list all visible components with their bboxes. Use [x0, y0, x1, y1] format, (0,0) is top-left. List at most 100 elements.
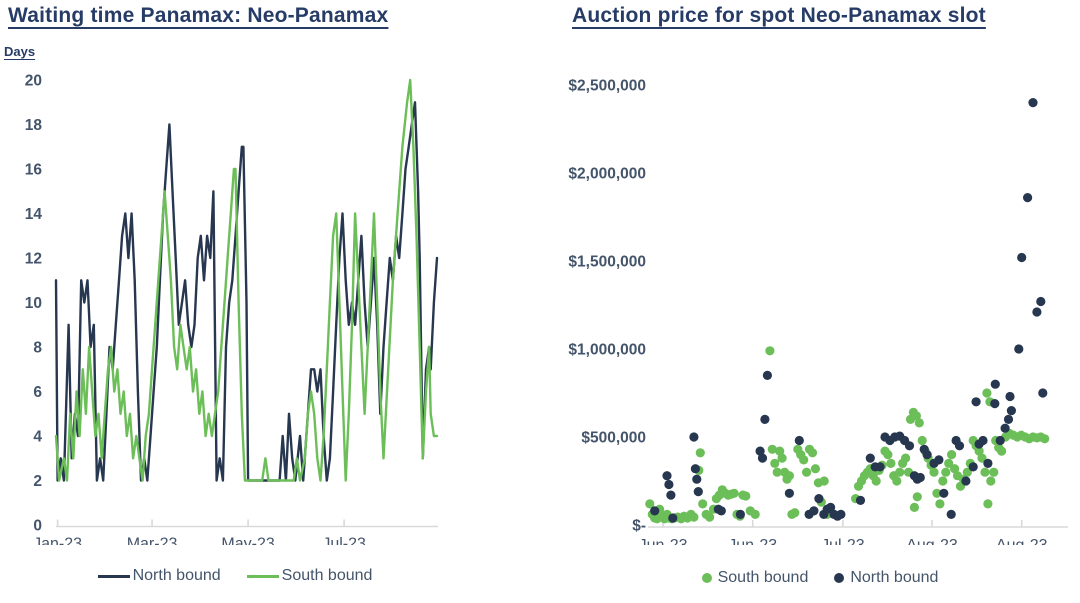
south-bound-point [883, 450, 893, 460]
south-bound-point [901, 453, 911, 463]
south-bound-point [941, 467, 951, 477]
south-bound-point [729, 488, 739, 498]
y-tick-label: 14 [25, 206, 43, 223]
north-bound-point [1005, 391, 1015, 402]
waiting-time-legend: North bound South bound [0, 567, 470, 585]
x-tick-label: Aug-23 [906, 537, 958, 545]
north-bound-point [915, 472, 925, 483]
y-tick-label: 8 [33, 340, 42, 357]
auction-price-legend: South bound North bound [560, 569, 1080, 587]
north-bound-point [978, 435, 988, 446]
north-bound-point [934, 455, 944, 465]
north-bound-point [855, 495, 866, 505]
y-tick-label: 20 [25, 73, 42, 90]
north-bound-line-swatch [97, 574, 130, 578]
north-bound-point [990, 379, 1000, 389]
north-bound-point [809, 506, 819, 516]
y-tick-label: $2,000,000 [568, 166, 646, 183]
south-bound-point [911, 411, 921, 421]
auction-price-panel: Auction price for spot Neo-Panamax slot … [560, 0, 1080, 603]
south-bound-point [980, 467, 990, 477]
south-bound-point [689, 512, 699, 522]
y-tick-label: $2,500,000 [568, 78, 646, 95]
south-bound-point [775, 446, 785, 456]
north-bound-point [1028, 98, 1038, 108]
north-bound-point [784, 488, 794, 498]
north-bound-point [716, 506, 726, 516]
legend-item-north-bound: North bound [97, 567, 221, 585]
auction-price-scatter-chart: Jun-23 Jun-23 Jul-23 Aug-23 Aug-23 $- $500,000… [568, 78, 1068, 545]
north-bound-legend-label: North bound [132, 567, 221, 584]
north-bound-point [954, 441, 965, 451]
south-bound-point [705, 512, 715, 522]
legend-item-south-bound: South bound [246, 567, 372, 585]
south-bound-point [938, 476, 948, 486]
south-bound-point [777, 453, 787, 463]
north-bound-point [757, 453, 768, 463]
south-bound-point [802, 467, 812, 477]
north-bound-point [968, 462, 978, 472]
x-tick-label: Jul-23 [322, 536, 366, 546]
north-bound-point [946, 509, 956, 519]
south-bound-point [974, 446, 984, 456]
south-bound-point [986, 476, 996, 486]
north-bound-point [922, 450, 932, 460]
north-bound-point [693, 487, 703, 497]
south-bound-point [784, 471, 794, 481]
south-bound-point [892, 476, 902, 486]
south-bound-point [914, 418, 924, 428]
north-bound-dot-swatch [834, 573, 845, 583]
y-tick-label: $1,000,000 [568, 342, 646, 359]
north-bound-line [54, 101, 439, 482]
north-bound-point [1038, 388, 1048, 398]
y-tick-label: 6 [33, 384, 42, 401]
y-tick-label: 4 [33, 429, 42, 446]
legend-item-south-bound-dots: South bound [701, 569, 808, 587]
north-bound-point [1036, 296, 1046, 307]
south-bound-point [750, 509, 760, 519]
x-tick-label: Jul-23 [821, 537, 865, 545]
legend-item-north-bound-dots: North bound [834, 569, 938, 587]
south-bound-point [770, 458, 780, 468]
north-bound-point [662, 471, 672, 481]
south-bound-point [886, 458, 896, 468]
north-bound-point [650, 506, 660, 516]
south-bound-point [950, 464, 960, 474]
south-bound-point [895, 467, 905, 477]
y-tick-label: $- [632, 518, 646, 535]
south-bound-point [695, 448, 705, 458]
south-bound-point [698, 499, 708, 509]
south-bound-point [947, 450, 957, 460]
north-bound-point [1032, 307, 1042, 317]
south-bound-point [645, 499, 655, 509]
south-bound-line [54, 78, 439, 482]
north-bound-point [1003, 414, 1014, 424]
south-bound-point [962, 467, 972, 477]
north-bound-point [1006, 406, 1016, 416]
south-bound-point [765, 346, 775, 356]
south-bound-point [912, 492, 922, 502]
south-bound-point [997, 446, 1007, 456]
x-tick-label: Jan-23 [33, 536, 82, 546]
north-bound-point [1017, 252, 1027, 263]
north-bound-scatter-legend-label: North bound [850, 569, 939, 586]
auction-price-chart-title: Auction price for spot Neo-Panamax slot [572, 4, 986, 27]
north-bound-point [1023, 193, 1033, 203]
y-tick-label: 10 [25, 295, 42, 312]
south-bound-point [799, 455, 809, 465]
north-bound-point [664, 479, 674, 490]
north-bound-point [1014, 344, 1024, 354]
north-bound-point [875, 462, 885, 472]
south-bound-point [741, 491, 751, 501]
north-bound-point [826, 502, 836, 512]
north-bound-point [836, 509, 846, 519]
south-bound-dot-swatch [701, 573, 712, 583]
north-bound-point [762, 370, 772, 380]
north-bound-point [666, 490, 676, 500]
days-axis-label: Days [4, 44, 36, 59]
south-bound-point [819, 476, 829, 486]
south-bound-point [977, 453, 987, 463]
north-bound-point [904, 441, 915, 451]
south-bound-point [935, 499, 945, 509]
